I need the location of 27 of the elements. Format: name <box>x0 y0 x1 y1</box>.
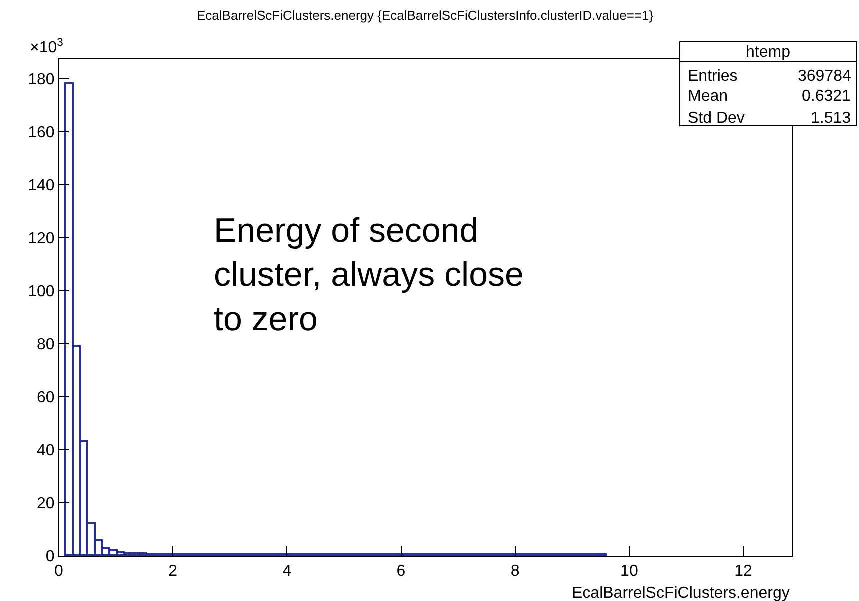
y-tick-label: 80 <box>37 336 55 354</box>
y-tick-label: 120 <box>28 230 55 248</box>
y-tick-label: 60 <box>37 390 55 407</box>
y-tick-label: 0 <box>46 548 55 566</box>
text: ×10$^{3}$ <box>30 37 64 57</box>
y-tick-label: 40 <box>37 442 55 460</box>
annotation: Energy of second cluster, always close to zero <box>214 212 524 338</box>
x-tick-label: 10 <box>620 563 638 580</box>
x-tick-label: 12 <box>734 563 753 580</box>
annotation: Entries <box>688 68 738 85</box>
annotation: htemp <box>746 44 791 61</box>
chart-title: EcalBarrelScFiClusters.energy {EcalBarrelScFiClustersInfo.clusterID.value==1} <box>197 8 654 23</box>
x-tick-label: 8 <box>510 563 520 580</box>
x-tick-label: 2 <box>168 563 178 580</box>
y-tick-label: 140 <box>28 178 55 195</box>
x-axis-title: EcalBarrelScFiClusters.energy <box>572 585 790 601</box>
text: 0.6321 <box>802 88 852 105</box>
y-tick-label: 20 <box>37 496 55 513</box>
y-tick-label: 100 <box>28 284 55 301</box>
x-tick-label: 6 <box>396 563 406 580</box>
annotation: Std Dev <box>688 110 745 127</box>
y-tick-label: 160 <box>28 124 55 142</box>
x-tick-label: 4 <box>282 563 292 580</box>
annotation: Mean <box>688 88 728 105</box>
y-tick-label: 180 <box>28 71 55 88</box>
text: 1.513 <box>811 110 852 127</box>
text: 369784 <box>798 68 852 85</box>
